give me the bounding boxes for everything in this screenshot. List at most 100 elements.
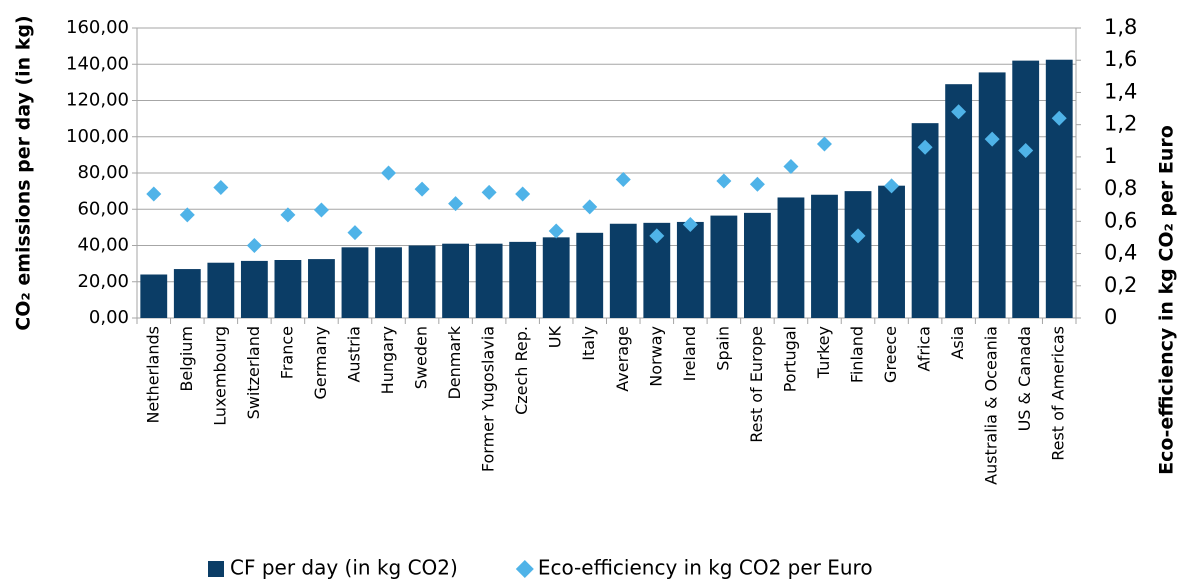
diamond-marker [448,196,464,212]
x-tick-label: Spain [713,326,732,371]
diamond-marker [682,217,698,233]
diamond-marker [816,136,832,152]
diamond-marker [850,228,866,244]
diamond-marker [582,199,598,215]
bar [274,260,302,318]
bar [945,84,973,318]
bar [308,259,335,318]
x-tick-label: Ireland [680,326,699,381]
diamond-marker [917,139,933,155]
x-tick-label: Denmark [445,325,464,399]
bar [978,72,1006,318]
x-tick-label: Sweden [412,326,431,389]
y2-tick-label: 1,6 [1104,47,1137,71]
legend-label: Eco-efficiency in kg CO2 per Euro [538,556,873,580]
x-tick-label: Greece [881,326,900,383]
diamond-marker [280,207,296,223]
bar [509,241,537,318]
diamond-marker [548,223,564,239]
bar [911,123,939,318]
bar [408,245,436,318]
y2-axis-title: Eco-efficiency in kg CO₂ per Euro [1156,125,1178,475]
y-axis-title: CO₂ emissions per day (in kg) [13,15,35,330]
diamond-marker [951,104,967,120]
x-tick-label: Australia & Oceania [982,326,1001,485]
y2-tick-label: 0,8 [1104,176,1137,200]
bar [1045,59,1073,318]
y-tick-label: 80,00 [77,162,129,183]
diamond-marker [1051,110,1067,126]
x-tick-label: Rest of Americas [1049,326,1068,461]
x-tick-label: Switzerland [244,326,263,419]
diamond-marker [783,159,799,175]
x-tick-label: Former Yugoslavia [479,326,498,472]
x-tick-label: Portugal [780,326,799,392]
y2-tick-label: 0,4 [1104,241,1137,265]
diamond-marker [414,181,430,197]
x-tick-label: France [277,326,296,379]
diamond-marker [213,180,229,195]
y2-tick-label: 1 [1104,144,1117,168]
bar [609,223,637,318]
legend-label: CF per day (in kg CO2) [230,556,458,580]
bar [811,194,838,318]
y2-tick-label: 1,8 [1104,15,1137,39]
diamond-marker [313,202,329,218]
x-tick-label: Norway [646,326,665,387]
diamond-marker [481,184,497,200]
diamond-marker [381,165,397,181]
diamond-marker [146,186,162,202]
diamond-marker [984,131,1000,147]
x-tick-label: Netherlands [143,326,162,424]
y-tick-label: 60,00 [77,198,129,219]
bar [844,191,872,318]
x-tick-label: Luxembourg [210,326,229,426]
bar [576,232,604,318]
x-tick-label: Average [613,326,632,392]
x-tick-label: US & Canada [1015,326,1034,431]
diamond-marker [716,173,732,189]
diamond-marker [749,176,765,192]
diamond-marker [347,225,363,241]
x-tick-label: Czech Rep. [512,326,531,415]
bar [542,237,570,318]
bar [240,260,268,318]
bar [676,221,704,318]
bar [140,274,168,318]
bar [375,247,402,318]
diamond-marker [884,178,900,194]
bar [207,262,235,318]
y2-tick-label: 1,2 [1104,112,1137,136]
legend-swatch [208,561,224,577]
y-tick-label: 0,00 [89,307,129,328]
diamond-marker [1018,142,1034,158]
x-tick-label: Turkey [814,326,833,379]
bar [1012,60,1040,318]
diamond-marker [179,207,195,223]
diamond-marker [246,238,262,253]
y-tick-label: 40,00 [77,235,129,256]
y-tick-label: 140,00 [66,53,129,74]
bar [777,197,805,318]
bar [475,243,503,318]
x-tick-label: Africa [915,326,934,372]
diamond-marker [649,228,665,244]
x-tick-label: Hungary [378,326,397,394]
bar [341,247,369,318]
y2-tick-label: 0,2 [1104,273,1137,297]
y2-tick-label: 0,6 [1104,208,1137,232]
y2-tick-label: 1,4 [1104,79,1137,103]
x-tick-label: UK [546,325,565,348]
y-tick-label: 20,00 [77,271,129,292]
legend-swatch [515,560,534,578]
diamond-marker [515,186,531,202]
x-tick-label: Finland [848,326,867,383]
x-tick-label: Rest of Europe [747,326,766,443]
bar [878,185,905,318]
bar [173,269,201,318]
x-tick-label: Austria [344,326,363,383]
x-tick-label: Italy [579,326,598,361]
y2-tick-label: 0 [1104,305,1117,329]
y-tick-label: 160,00 [66,17,129,38]
